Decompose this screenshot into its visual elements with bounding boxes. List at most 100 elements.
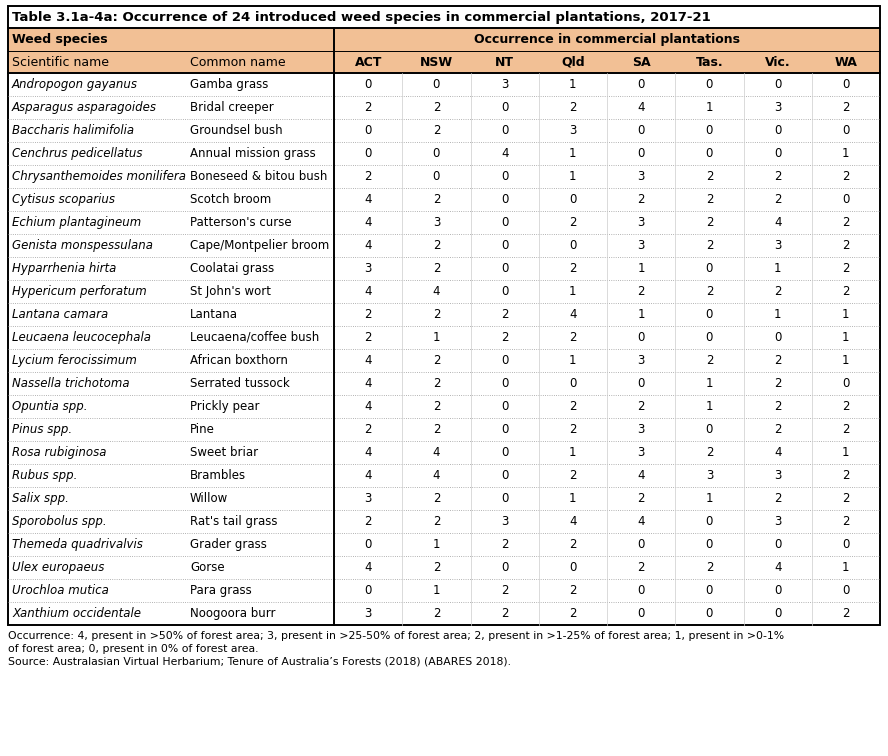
- Text: 2: 2: [842, 423, 850, 436]
- Text: 2: 2: [842, 492, 850, 505]
- Text: Themeda quadrivalvis: Themeda quadrivalvis: [12, 538, 143, 551]
- Text: Ulex europaeus: Ulex europaeus: [12, 561, 105, 574]
- Bar: [8, 602, 880, 625]
- Text: 3: 3: [638, 216, 645, 229]
- Text: 0: 0: [432, 170, 440, 183]
- Text: NT: NT: [496, 55, 514, 69]
- Text: 0: 0: [432, 147, 440, 160]
- Text: Cenchrus pedicellatus: Cenchrus pedicellatus: [12, 147, 142, 160]
- Text: 1: 1: [638, 308, 645, 321]
- Text: 2: 2: [569, 538, 576, 551]
- Text: 0: 0: [706, 331, 713, 344]
- Text: Xanthium occidentale: Xanthium occidentale: [12, 607, 141, 620]
- Text: 2: 2: [773, 193, 781, 206]
- Text: 4: 4: [432, 469, 440, 482]
- Text: 1: 1: [432, 584, 440, 597]
- Text: 2: 2: [569, 423, 576, 436]
- Text: 0: 0: [501, 446, 508, 459]
- Text: 4: 4: [364, 561, 372, 574]
- Text: 0: 0: [638, 584, 645, 597]
- Text: 0: 0: [706, 584, 713, 597]
- Text: 0: 0: [501, 101, 508, 114]
- Text: ACT: ACT: [354, 55, 382, 69]
- Text: NSW: NSW: [420, 55, 453, 69]
- Text: 1: 1: [773, 262, 781, 275]
- Text: Scotch broom: Scotch broom: [190, 193, 271, 206]
- Text: Tas.: Tas.: [695, 55, 723, 69]
- Text: 2: 2: [638, 492, 645, 505]
- Text: Coolatai grass: Coolatai grass: [190, 262, 274, 275]
- Bar: [8, 280, 880, 303]
- Text: 2: 2: [706, 239, 713, 252]
- Text: 2: 2: [569, 607, 576, 620]
- Text: Gorse: Gorse: [190, 561, 225, 574]
- Text: 0: 0: [501, 469, 508, 482]
- Bar: [8, 395, 880, 418]
- Bar: [8, 372, 880, 395]
- Text: Qld: Qld: [561, 55, 584, 69]
- Text: 1: 1: [842, 147, 850, 160]
- Text: 1: 1: [569, 354, 576, 367]
- Text: 2: 2: [364, 101, 372, 114]
- Text: 2: 2: [569, 262, 576, 275]
- Text: 4: 4: [432, 446, 440, 459]
- Bar: [8, 418, 880, 441]
- Text: 1: 1: [842, 354, 850, 367]
- Text: Echium plantagineum: Echium plantagineum: [12, 216, 141, 229]
- Text: Hyparrhenia hirta: Hyparrhenia hirta: [12, 262, 116, 275]
- Text: 3: 3: [432, 216, 440, 229]
- Text: Brambles: Brambles: [190, 469, 246, 482]
- Text: Leucaena leucocephala: Leucaena leucocephala: [12, 331, 151, 344]
- Text: 2: 2: [842, 216, 850, 229]
- Text: 0: 0: [706, 262, 713, 275]
- Text: 0: 0: [501, 561, 508, 574]
- Text: 2: 2: [842, 239, 850, 252]
- Text: 2: 2: [569, 400, 576, 413]
- Text: 3: 3: [501, 78, 508, 91]
- Text: 2: 2: [432, 308, 440, 321]
- Text: 2: 2: [773, 170, 781, 183]
- Bar: [8, 234, 880, 257]
- Text: Common name: Common name: [190, 55, 286, 69]
- Text: 2: 2: [842, 101, 850, 114]
- Text: 2: 2: [773, 400, 781, 413]
- Text: 1: 1: [842, 446, 850, 459]
- Text: 0: 0: [364, 124, 372, 137]
- Text: 0: 0: [706, 124, 713, 137]
- Text: 0: 0: [501, 239, 508, 252]
- Text: 0: 0: [774, 331, 781, 344]
- Text: 4: 4: [569, 308, 576, 321]
- Text: 4: 4: [364, 193, 372, 206]
- Text: 2: 2: [842, 469, 850, 482]
- Text: 3: 3: [774, 515, 781, 528]
- Text: 0: 0: [501, 377, 508, 390]
- Text: 2: 2: [432, 124, 440, 137]
- Text: 4: 4: [364, 400, 372, 413]
- Text: of forest area; 0, present in 0% of forest area.: of forest area; 0, present in 0% of fore…: [8, 644, 258, 654]
- Text: 0: 0: [842, 124, 850, 137]
- Text: WA: WA: [835, 55, 857, 69]
- Text: 2: 2: [569, 101, 576, 114]
- Text: Weed species: Weed species: [12, 33, 107, 46]
- Text: 3: 3: [638, 446, 645, 459]
- Bar: [8, 142, 880, 165]
- Text: 2: 2: [364, 308, 372, 321]
- Text: Sporobolus spp.: Sporobolus spp.: [12, 515, 107, 528]
- Text: 2: 2: [432, 561, 440, 574]
- Text: 0: 0: [501, 400, 508, 413]
- Text: 4: 4: [638, 469, 645, 482]
- Text: Serrated tussock: Serrated tussock: [190, 377, 289, 390]
- Text: 0: 0: [432, 78, 440, 91]
- Text: African boxthorn: African boxthorn: [190, 354, 288, 367]
- Text: 4: 4: [432, 285, 440, 298]
- Text: 1: 1: [842, 561, 850, 574]
- Text: 0: 0: [842, 584, 850, 597]
- Text: 1: 1: [842, 331, 850, 344]
- Text: 0: 0: [706, 515, 713, 528]
- Text: 0: 0: [842, 78, 850, 91]
- Text: 0: 0: [569, 193, 576, 206]
- Text: 0: 0: [501, 170, 508, 183]
- Text: 2: 2: [501, 607, 508, 620]
- Text: 4: 4: [364, 216, 372, 229]
- Text: 0: 0: [638, 607, 645, 620]
